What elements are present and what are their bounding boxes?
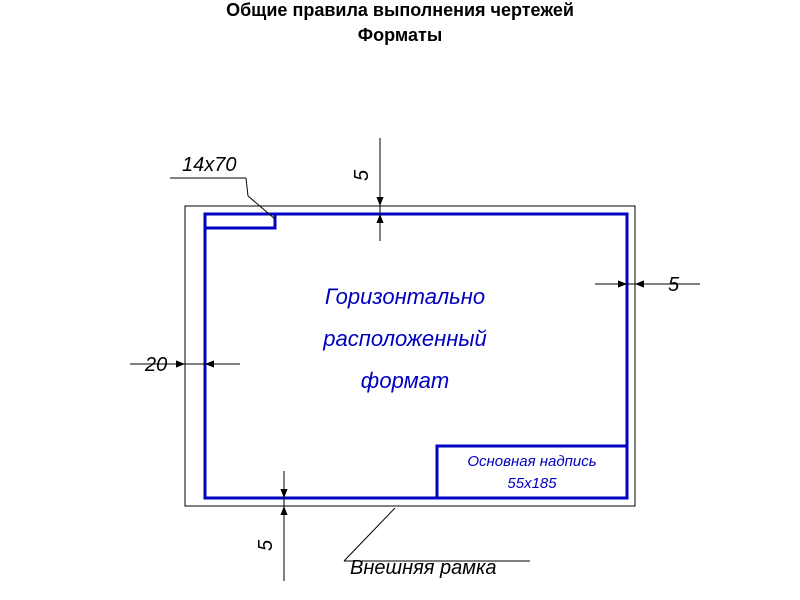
svg-text:55x185: 55x185 bbox=[507, 475, 557, 492]
svg-text:5: 5 bbox=[351, 169, 373, 181]
svg-text:формат: формат bbox=[361, 368, 450, 393]
page-subtitle: Форматы bbox=[0, 25, 800, 46]
svg-text:20: 20 bbox=[144, 354, 167, 376]
svg-text:Основная надпись: Основная надпись bbox=[467, 453, 596, 470]
drawing-canvas: Горизонтально расположенный формат Основная… bbox=[0, 46, 800, 594]
svg-text:Внешняя рамка: Внешняя рамка bbox=[350, 557, 497, 579]
svg-text:14x70: 14x70 bbox=[182, 154, 237, 176]
svg-text:Горизонтально: Горизонтально bbox=[325, 284, 485, 309]
svg-text:5: 5 bbox=[255, 539, 277, 551]
page-title: Общие правила выполнения чертежей bbox=[0, 0, 800, 21]
svg-text:расположенный: расположенный bbox=[322, 326, 487, 351]
svg-text:5: 5 bbox=[668, 274, 680, 296]
